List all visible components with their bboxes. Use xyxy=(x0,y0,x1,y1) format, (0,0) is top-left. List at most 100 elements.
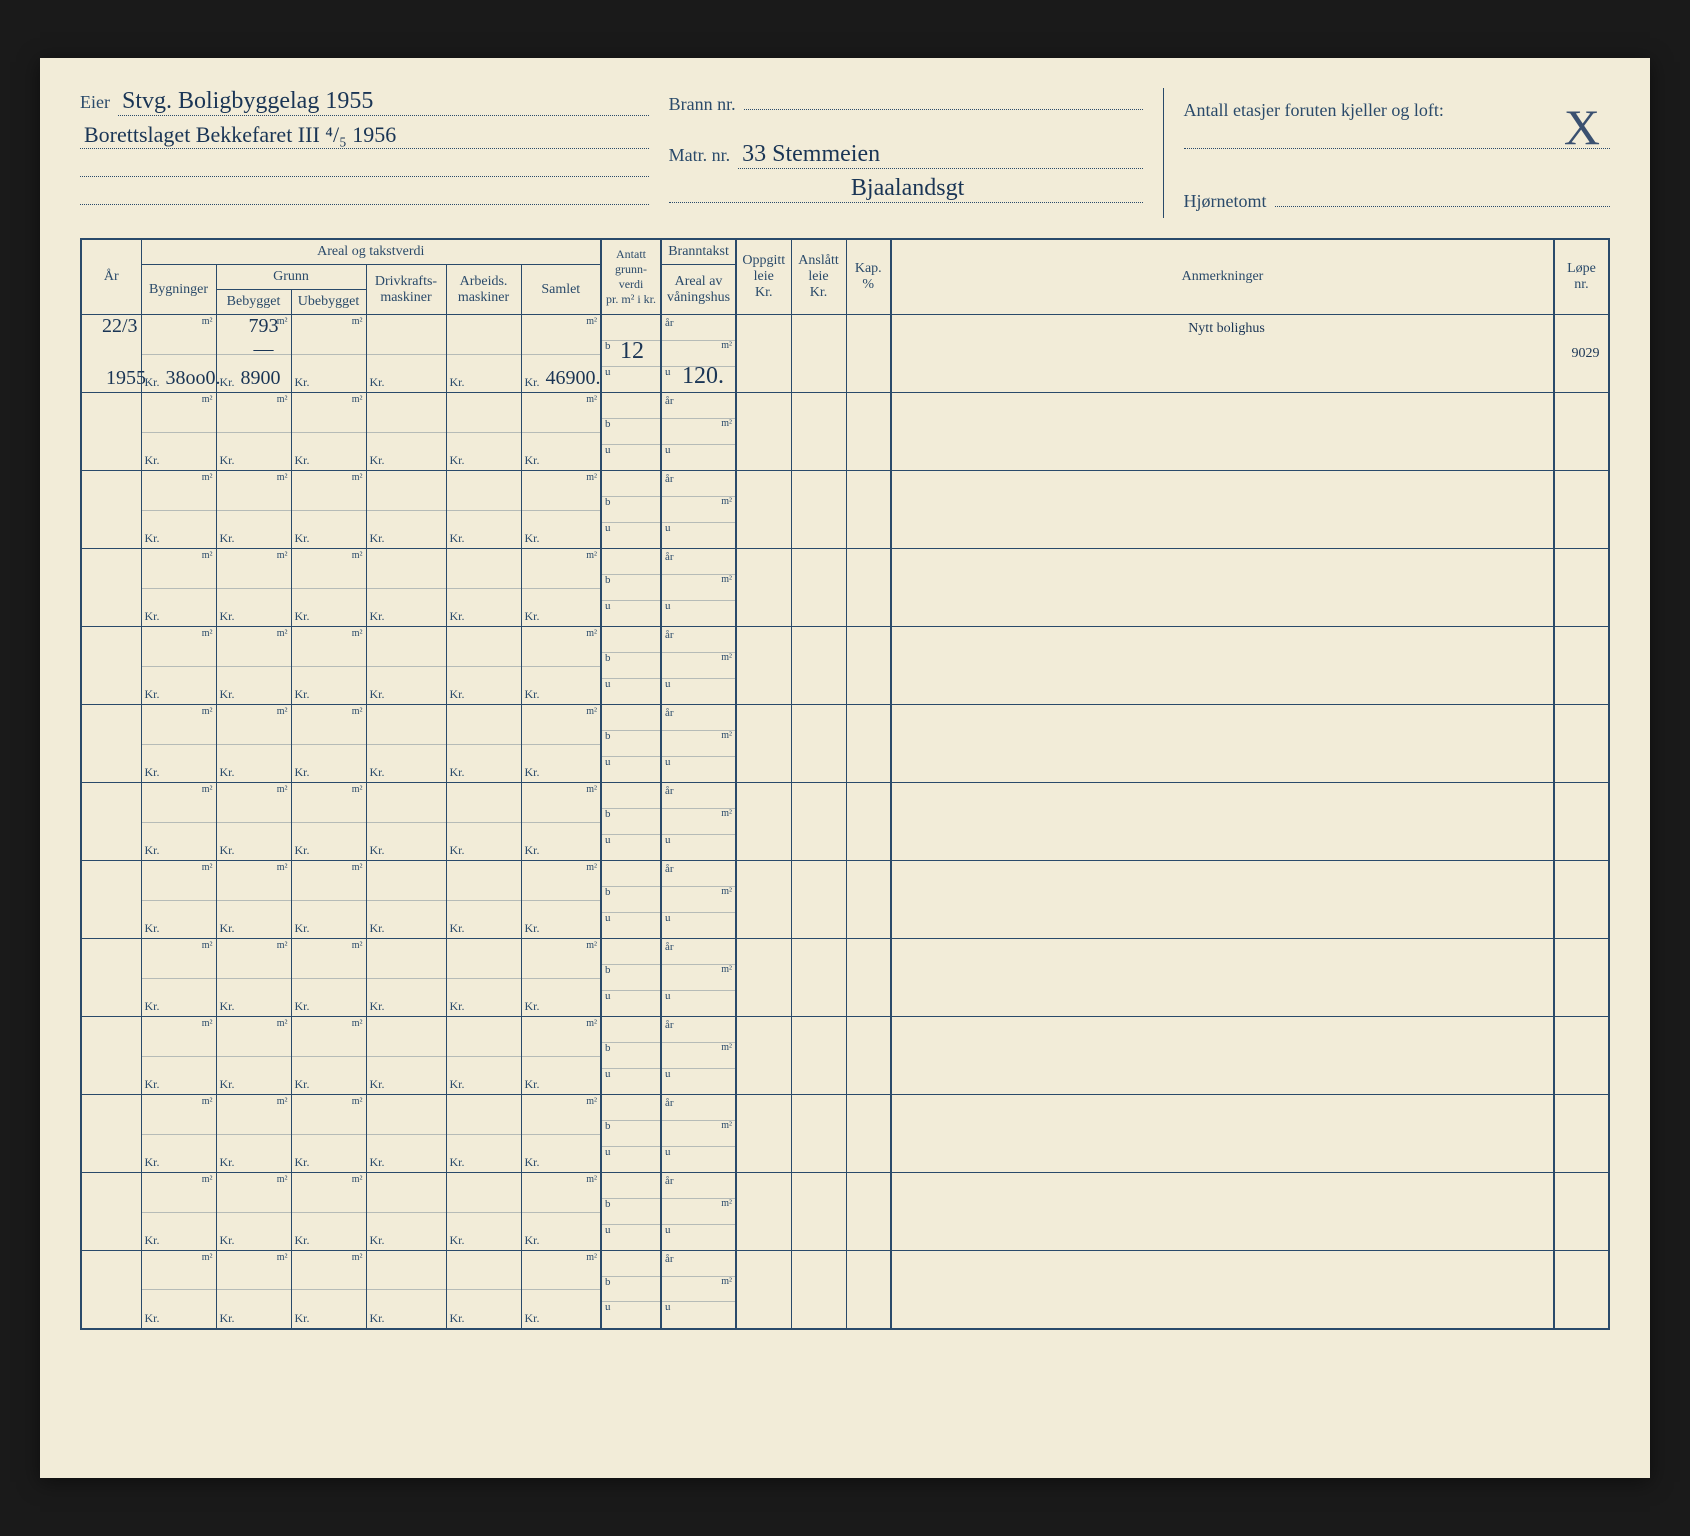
cell-sam: m²Kr. 46900. xyxy=(521,315,601,393)
cell-ant: bu xyxy=(601,627,661,705)
cell-byg: m²Kr. xyxy=(141,393,216,471)
cell-ans xyxy=(791,549,846,627)
cell-ube: m²Kr. xyxy=(291,315,366,393)
brann-label: Brann nr. xyxy=(669,94,736,115)
cell-ar xyxy=(81,393,141,471)
etasjer-blank xyxy=(1184,127,1610,149)
cell-kap xyxy=(846,1173,891,1251)
cell-byg: m²Kr. xyxy=(141,1095,216,1173)
cell-kap xyxy=(846,705,891,783)
th-antatt: Antatt grunn- verdi pr. m² i kr. xyxy=(601,239,661,315)
cell-ant: bu xyxy=(601,1251,661,1329)
cell-ube: m²Kr. xyxy=(291,471,366,549)
cell-ube: m²Kr. xyxy=(291,1173,366,1251)
table-head: År Areal og takstverdi Antatt grunn- ver… xyxy=(81,239,1609,315)
cell-byg: m²Kr. xyxy=(141,783,216,861)
cell-byg: m²Kr. xyxy=(141,627,216,705)
cell-driv: Kr. xyxy=(366,1251,446,1329)
main-table: År Areal og takstverdi Antatt grunn- ver… xyxy=(80,238,1610,1330)
cell-anm xyxy=(891,939,1554,1017)
cell-opp xyxy=(736,939,791,1017)
cell-ar xyxy=(81,783,141,861)
hjornetomt-label: Hjørnetomt xyxy=(1184,191,1267,212)
cell-sam: m²Kr. xyxy=(521,549,601,627)
cell-opp xyxy=(736,705,791,783)
etasjer-label: Antall etasjer foruten kjeller og loft: xyxy=(1184,100,1444,121)
cell-ube: m²Kr. xyxy=(291,939,366,1017)
table-row: m²Kr. m²Kr. m²Kr. Kr. Kr. m²Kr. bu årm²u xyxy=(81,1017,1609,1095)
cell-sam: m²Kr. xyxy=(521,471,601,549)
table-row: m²Kr. m²Kr. m²Kr. Kr. Kr. m²Kr. bu årm²u xyxy=(81,627,1609,705)
cell-anm xyxy=(891,1251,1554,1329)
cell-opp xyxy=(736,549,791,627)
cell-ube: m²Kr. xyxy=(291,393,366,471)
cell-driv: Kr. xyxy=(366,783,446,861)
cell-driv: Kr. xyxy=(366,393,446,471)
cell-anm xyxy=(891,549,1554,627)
cell-driv: Kr. xyxy=(366,1173,446,1251)
cell-ant: bu xyxy=(601,783,661,861)
table-row: m²Kr. m²Kr. m²Kr. Kr. Kr. m²Kr. bu årm²u xyxy=(81,393,1609,471)
cell-opp xyxy=(736,1173,791,1251)
cell-byg: m²Kr. xyxy=(141,861,216,939)
cell-driv: Kr. xyxy=(366,861,446,939)
cell-opp xyxy=(736,783,791,861)
cell-brann: årm²u xyxy=(661,861,736,939)
cell-byg: m²Kr. xyxy=(141,549,216,627)
cell-brann: årm²u xyxy=(661,783,736,861)
cell-opp xyxy=(736,861,791,939)
cell-beb: m²Kr. xyxy=(216,939,291,1017)
cell-sam: m²Kr. xyxy=(521,1017,601,1095)
hjornetomt-value xyxy=(1275,185,1610,207)
th-ubebygget: Ubebygget xyxy=(291,290,366,315)
cell-ant: bu xyxy=(601,549,661,627)
cell-anm xyxy=(891,471,1554,549)
cell-beb: m²Kr. xyxy=(216,1017,291,1095)
cell-ube: m²Kr. xyxy=(291,705,366,783)
cell-brann: årm²u xyxy=(661,549,736,627)
cell-sam: m²Kr. xyxy=(521,393,601,471)
cell-lope xyxy=(1554,783,1609,861)
cell-opp xyxy=(736,393,791,471)
cell-anm xyxy=(891,1095,1554,1173)
cell-brann: årm²u xyxy=(661,939,736,1017)
cell-kap xyxy=(846,393,891,471)
cell-brann: årm²u 120. xyxy=(661,315,736,393)
cell-brann: årm²u xyxy=(661,393,736,471)
th-branntakst: Branntakst xyxy=(661,239,736,265)
cell-driv: Kr. xyxy=(366,549,446,627)
cell-byg: m²Kr. xyxy=(141,1173,216,1251)
cell-beb: m²Kr. xyxy=(216,783,291,861)
cell-arb: Kr. xyxy=(446,1095,521,1173)
cell-kap xyxy=(846,939,891,1017)
th-anm: Anmerkninger xyxy=(891,239,1554,315)
cell-byg: m²Kr. xyxy=(141,1251,216,1329)
matr-value-2: Bjaalandsgt xyxy=(669,175,1143,203)
cell-opp xyxy=(736,1017,791,1095)
cell-ar xyxy=(81,939,141,1017)
cell-ube: m²Kr. xyxy=(291,1017,366,1095)
cell-brann: årm²u xyxy=(661,1017,736,1095)
cell-driv: Kr. xyxy=(366,627,446,705)
cell-sam: m²Kr. xyxy=(521,1251,601,1329)
cell-ans xyxy=(791,471,846,549)
cell-brann: årm²u xyxy=(661,1251,736,1329)
cell-ar xyxy=(81,627,141,705)
cell-anm xyxy=(891,1173,1554,1251)
table-row: m²Kr. m²Kr. m²Kr. Kr. Kr. m²Kr. bu årm²u xyxy=(81,1095,1609,1173)
cell-lope xyxy=(1554,393,1609,471)
cell-beb: m²Kr. xyxy=(216,627,291,705)
cell-lope xyxy=(1554,627,1609,705)
cell-sam: m²Kr. xyxy=(521,627,601,705)
th-drivkraft: Drivkrafts- maskiner xyxy=(366,265,446,315)
cell-ar xyxy=(81,1173,141,1251)
header-right: X Antall etasjer foruten kjeller og loft… xyxy=(1163,88,1610,218)
cell-beb: m²Kr. xyxy=(216,1173,291,1251)
cell-ube: m²Kr. xyxy=(291,783,366,861)
cell-anm xyxy=(891,783,1554,861)
cell-ans xyxy=(791,315,846,393)
cell-brann: årm²u xyxy=(661,1173,736,1251)
cell-anm xyxy=(891,705,1554,783)
cell-arb: Kr. xyxy=(446,861,521,939)
cell-kap xyxy=(846,861,891,939)
